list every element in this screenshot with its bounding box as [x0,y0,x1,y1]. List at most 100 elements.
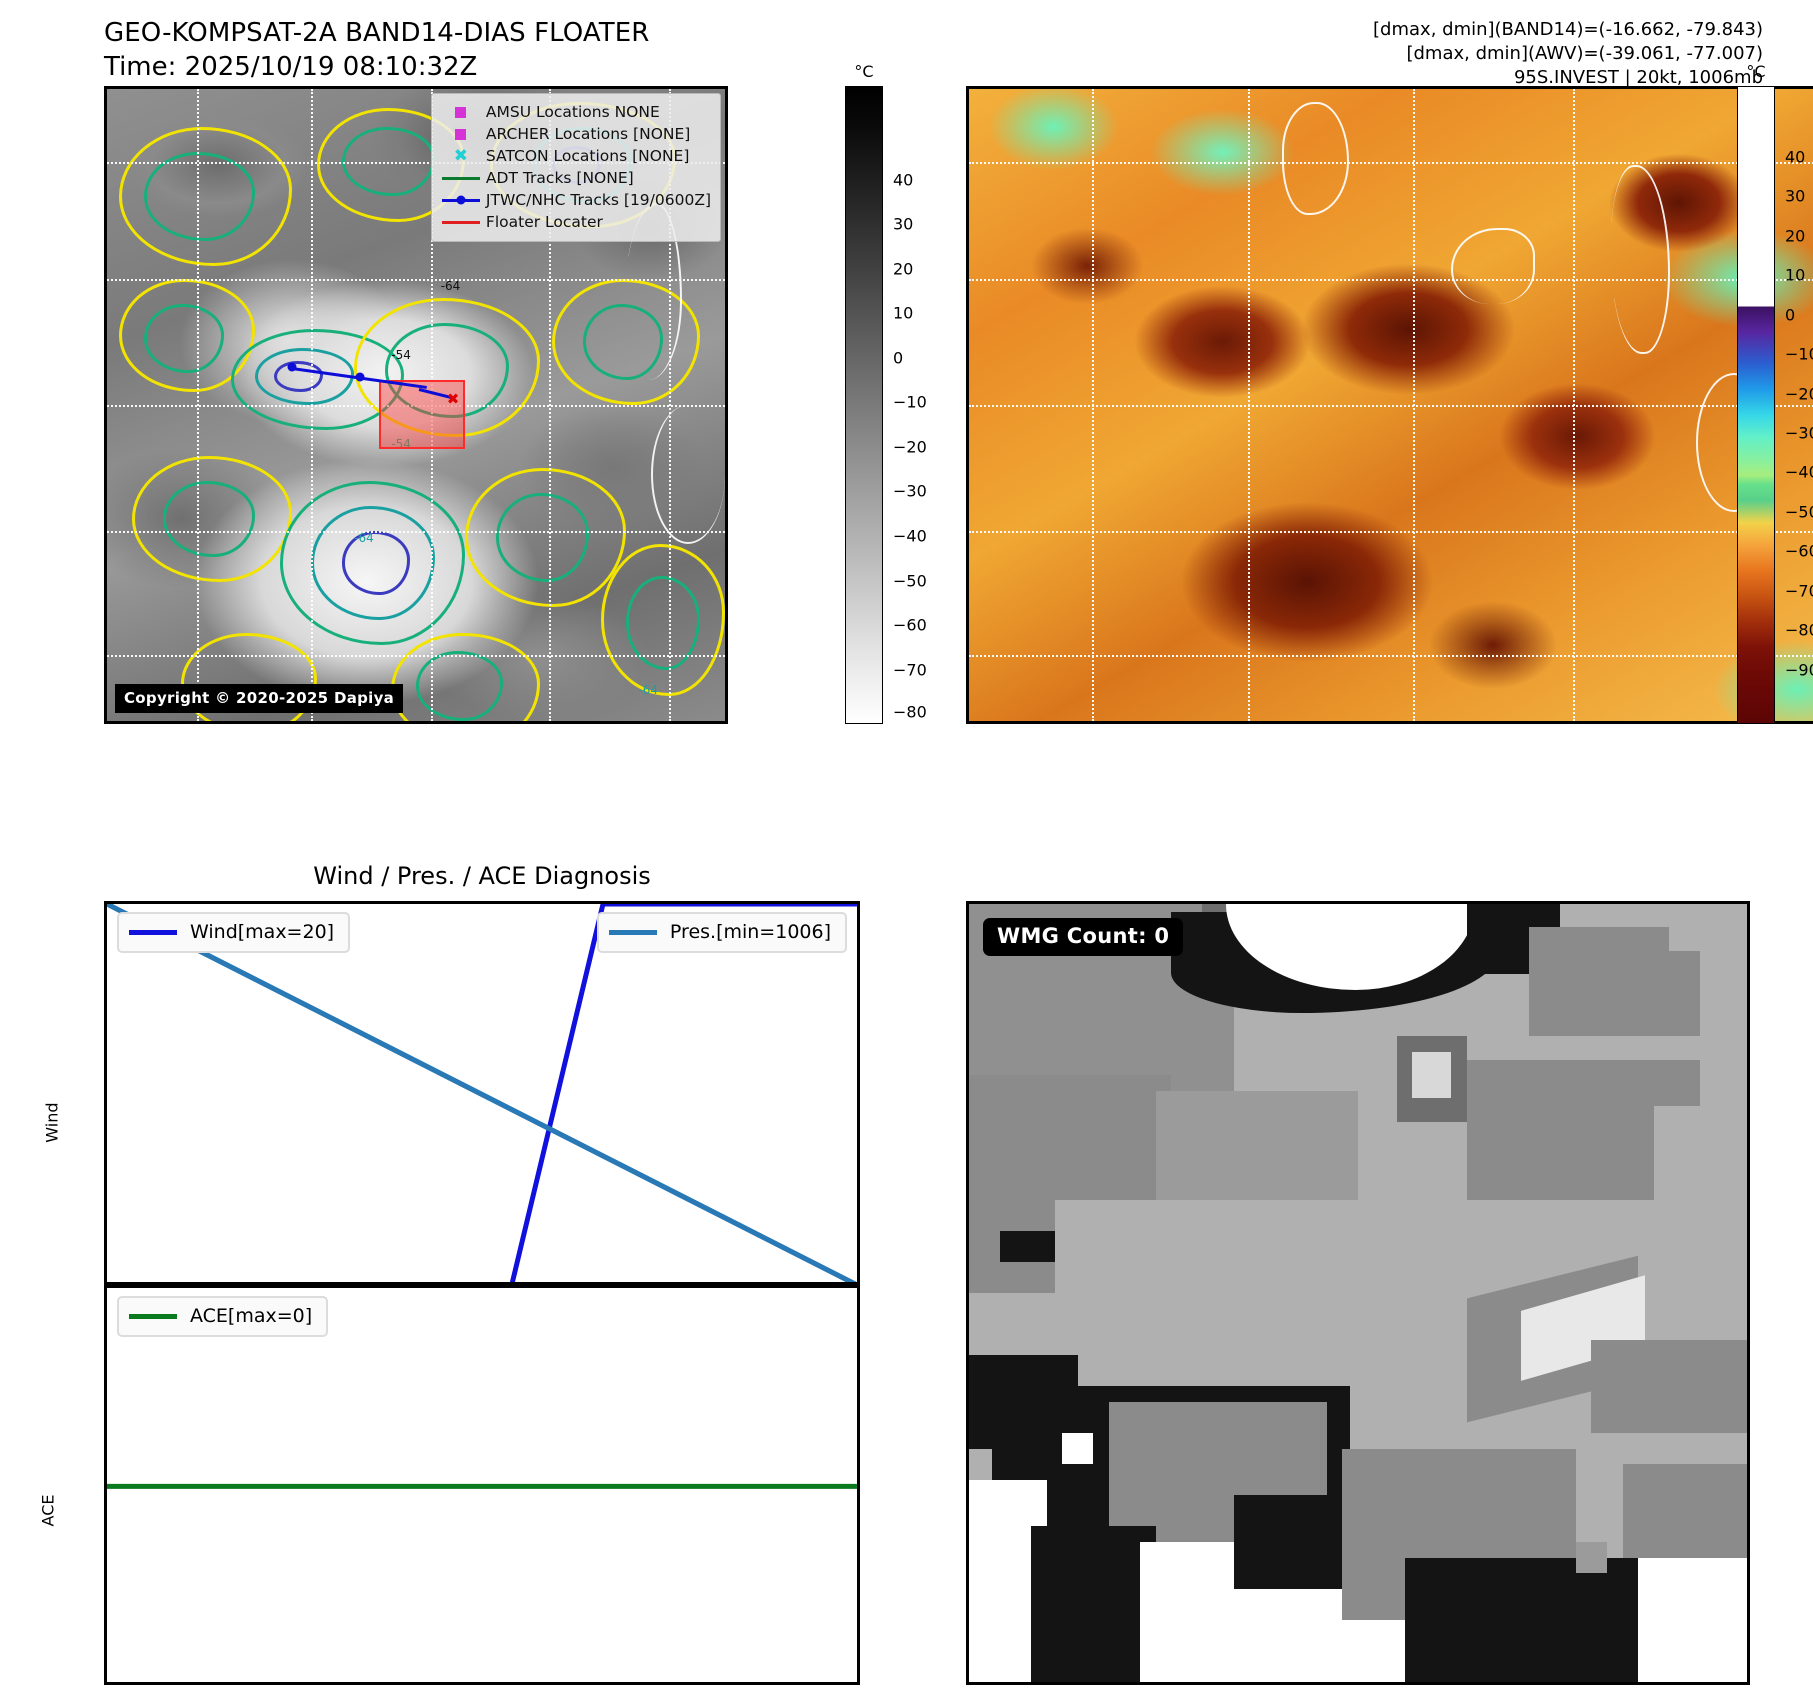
wind-legend[interactable]: Wind[max=20] [117,912,351,953]
ace-axis-label: ACE [38,1494,58,1527]
legend-label-jtwc: JTWC/NHC Tracks [19/0600Z] [485,191,711,209]
wmg-region-22 [1062,1433,1094,1465]
legend-label-floater: Floater Locater [485,213,603,231]
contour-green-3 [144,303,225,374]
gridline-lat-0 [107,278,725,281]
wmg-region-9 [1155,1090,1358,1200]
ace-legend-label: ACE[max=0] [190,1305,313,1327]
awv-cbar-tick-m70: −70 [1785,581,1813,601]
awv-cbar-tick-0: 0 [1785,305,1796,325]
gridline-lat-2s [107,405,725,407]
awv-cbar-tick-m30: −30 [1785,423,1813,443]
contour-label-5: -64 [440,278,461,293]
gridline-lon-98e [548,89,551,721]
ace-legend[interactable]: ACE[max=0] [117,1296,329,1337]
wmg-region-30 [1622,1464,1747,1558]
wmg-region-7 [1669,904,1747,951]
awv-colorbar: 40 30 20 10 0 −10 −20 −30 −40 −50 −60 −7… [1737,86,1813,724]
jtwc-line-dot-icon [440,198,482,202]
ir-cbar-tick-m70: −70 [893,660,927,680]
floater-locater-box [378,379,466,450]
contour-blue-2 [273,360,324,393]
ace-chart[interactable]: 0.04 0.02 0.00 −0.02 −0.04 ACE[max=0] [104,1285,860,1685]
archer-square-icon [440,128,482,140]
contour-green-7 [162,480,256,557]
ir-floater-map[interactable]: -54 -64 -54 -64 -64 ✖ AMSU Locations NON… [104,86,728,724]
coastline-2 [650,405,725,545]
ir-cbar-tick-m60: −60 [893,615,927,635]
ace-plot [107,1483,857,1489]
diagnosis-title: Wind / Pres. / ACE Diagnosis [313,862,651,890]
awv-map[interactable]: 2°N 0° 2°S 4°S 6°S 92°E 94°E 96°E 98°E 1… [966,86,1813,724]
wmg-region-31 [1638,1557,1747,1682]
gridline-lon-94e [310,89,313,721]
wind-pressure-plot [107,904,857,1282]
wmg-region-25 [1031,1526,1156,1682]
pressure-legend[interactable]: Pres.[min=1006] [596,912,847,953]
gridline-lat-2n [107,161,725,164]
wind-legend-label: Wind[max=20] [190,921,335,943]
contour-green-11 [416,651,503,721]
awv-cbar-tick-m40: −40 [1785,462,1813,482]
gridline-lon-92e [196,89,199,721]
wmg-count-badge: WMG Count: 0 [983,918,1184,956]
awv-gridline-lon-96e [1412,89,1415,721]
awv-gridline-lat-0 [969,278,1813,281]
gridline-lat-6s [107,654,725,657]
floater-line-icon [440,220,482,224]
legend-item-adt[interactable]: ADT Tracks [NONE] [440,167,711,189]
awv-cbar-tick-m80: −80 [1785,620,1813,640]
awv-colorbar-group: °C 40 30 20 10 0 −10 −20 −30 −40 −50 −60… [1737,62,1813,724]
awv-cbar-tick-m90: −90 [1785,660,1813,680]
ir-colorbar-group: °C 40 30 20 10 0 −10 −20 −30 −40 −50 −60… [845,62,965,724]
gridline-lon-100e [669,89,672,721]
legend-item-jtwc[interactable]: JTWC/NHC Tracks [19/0600Z] [440,189,711,211]
ir-cbar-tick-m10: −10 [893,392,927,412]
awv-coastline-3 [1611,164,1671,355]
jtwc-track-point-2 [355,372,365,382]
awv-cbar-tick-m50: −50 [1785,502,1813,522]
contour-yellow-11 [391,632,540,721]
satcon-cross-icon: ✖ [453,145,469,166]
page-title: GEO-KOMPSAT-2A BAND14-DIAS FLOATER Time:… [104,18,649,82]
awv-coastline-2 [1450,228,1536,304]
wind-pressure-chart[interactable]: 15 16 17 18 19 20 1009 1008.5 1008 1007.… [104,901,860,1285]
awv-coastline-1 [1281,101,1350,216]
stats-band14: [dmax, dmin](BAND14)=(-16.662, -79.843) [1373,19,1763,40]
copyright-badge: Copyright © 2020-2025 Dapiya [115,684,404,713]
product-title: GEO-KOMPSAT-2A BAND14-DIAS FLOATER [104,18,650,48]
gridline-lon-96e [431,89,434,721]
ir-colorbar-unit: °C [854,62,874,81]
contour-yellow-1 [119,126,293,266]
wmg-region-15 [1000,1230,1063,1262]
contour-green-5 [385,322,509,418]
legend-item-floater[interactable]: Floater Locater [440,211,711,233]
awv-gridline-lon-98e [1573,89,1576,721]
legend-item-archer[interactable]: ARCHER Locations [NONE] [440,123,711,145]
legend-label-adt: ADT Tracks [NONE] [485,169,634,187]
contour-label-4: -64 [638,683,659,698]
awv-cbar-tick-10: 10 [1785,265,1806,285]
awv-cbar-tick-20: 20 [1785,226,1806,246]
legend-label-amsu: AMSU Locations NONE [485,103,660,121]
awv-cbar-tick-30: 30 [1785,186,1806,206]
contour-label-2: -64 [354,531,374,546]
amsu-square-icon [440,106,482,118]
wmg-region-29 [1404,1557,1670,1682]
contour-green-9 [496,493,590,582]
wmg-region-32 [1575,1541,1607,1574]
contour-yellow-7 [131,455,293,582]
ir-cbar-tick-30: 30 [893,214,914,234]
contour-green-10 [626,575,701,671]
legend-item-amsu[interactable]: AMSU Locations NONE [440,101,711,123]
legend-item-satcon[interactable]: ✖ SATCON Locations [NONE] [440,145,711,167]
ir-cbar-tick-20: 20 [893,259,914,279]
awv-gridline-lon-92e [1091,89,1094,721]
wmg-map[interactable]: WMG Count: 0 [966,901,1750,1685]
contour-label-1: -54 [391,348,411,363]
contour-yellow-9 [601,544,725,696]
header-stats: [dmax, dmin](BAND14)=(-16.662, -79.843) … [1373,18,1763,90]
awv-cbar-tick-m60: −60 [1785,541,1813,561]
ir-cbar-tick-m20: −20 [893,437,927,457]
